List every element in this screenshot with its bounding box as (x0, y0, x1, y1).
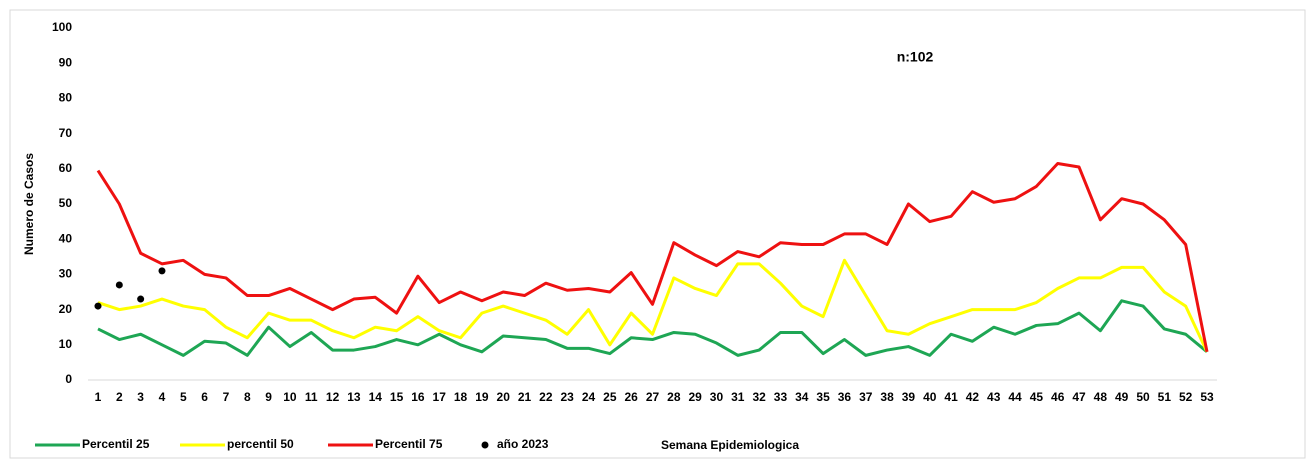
x-tick-label: 31 (731, 390, 745, 404)
x-tick-label: 10 (283, 390, 297, 404)
x-tick-label: 19 (475, 390, 489, 404)
x-tick-label: 50 (1136, 390, 1150, 404)
x-tick-label: 53 (1200, 390, 1214, 404)
x-tick-label: 15 (390, 390, 404, 404)
y-tick-label: 90 (59, 55, 73, 69)
x-tick-label: 47 (1072, 390, 1086, 404)
y-axis-title: Numero de Casos (22, 153, 36, 255)
x-tick-label: 51 (1158, 390, 1172, 404)
annotation: n:102 (897, 49, 934, 65)
x-tick-label: 33 (774, 390, 788, 404)
legend-marker (481, 441, 489, 449)
x-tick-label: 52 (1179, 390, 1193, 404)
x-tick-label: 49 (1115, 390, 1129, 404)
data-point (137, 295, 145, 303)
x-tick-label: 13 (347, 390, 361, 404)
series-line (97, 299, 1208, 357)
x-tick-label: 41 (944, 390, 958, 404)
data-point (94, 302, 102, 310)
x-tick-label: 12 (326, 390, 340, 404)
x-tick-label: 4 (159, 390, 166, 404)
data-point (115, 281, 123, 289)
x-tick-label: 20 (497, 390, 511, 404)
legend-label: percentil 50 (227, 437, 294, 451)
y-tick-label: 80 (59, 91, 73, 105)
y-tick-label: 100 (52, 20, 72, 34)
x-tick-label: 16 (411, 390, 425, 404)
x-tick-label: 22 (539, 390, 553, 404)
x-tick-label: 1 (95, 390, 102, 404)
x-tick-label: 46 (1051, 390, 1065, 404)
x-tick-label: 48 (1094, 390, 1108, 404)
x-tick-label: 2 (116, 390, 123, 404)
data-point (158, 267, 166, 275)
x-tick-label: 37 (859, 390, 873, 404)
x-tick-label: 27 (646, 390, 660, 404)
x-tick-label: 24 (582, 390, 596, 404)
x-tick-label: 7 (223, 390, 230, 404)
x-tick-label: 25 (603, 390, 617, 404)
x-tick-label: 42 (966, 390, 980, 404)
legend-label: año 2023 (497, 437, 549, 451)
x-tick-label: 9 (265, 390, 272, 404)
x-tick-label: 23 (561, 390, 575, 404)
x-tick-label: 18 (454, 390, 468, 404)
y-tick-label: 30 (59, 267, 73, 281)
series-line (96, 162, 1209, 353)
y-tick-label: 10 (59, 337, 73, 351)
x-tick-label: 40 (923, 390, 937, 404)
x-tick-label: 26 (624, 390, 638, 404)
x-tick-label: 28 (667, 390, 681, 404)
x-tick-label: 39 (902, 390, 916, 404)
x-tick-label: 21 (518, 390, 532, 404)
x-tick-label: 32 (752, 390, 766, 404)
x-tick-label: 36 (838, 390, 852, 404)
x-tick-label: 3 (137, 390, 144, 404)
x-tick-label: 44 (1008, 390, 1022, 404)
x-tick-label: 34 (795, 390, 809, 404)
x-tick-label: 30 (710, 390, 724, 404)
x-tick-label: 45 (1030, 390, 1044, 404)
x-tick-label: 14 (369, 390, 383, 404)
chart-border (9, 9, 1306, 459)
y-tick-label: 20 (59, 302, 73, 316)
x-axis-title: Semana Epidemiologica (661, 438, 799, 452)
x-tick-label: 8 (244, 390, 251, 404)
y-tick-label: 40 (59, 231, 73, 245)
series-line (97, 258, 1209, 353)
x-tick-label: 43 (987, 390, 1001, 404)
x-tick-label: 6 (201, 390, 208, 404)
x-tick-label: 29 (688, 390, 702, 404)
y-tick-label: 70 (59, 126, 73, 140)
y-tick-label: 0 (65, 372, 72, 386)
legend-label: Percentil 25 (82, 437, 150, 451)
x-tick-label: 38 (880, 390, 894, 404)
y-tick-label: 50 (59, 196, 73, 210)
x-tick-label: 11 (305, 390, 318, 404)
x-tick-label: 5 (180, 390, 187, 404)
x-tick-label: 35 (816, 390, 830, 404)
legend-label: Percentil 75 (375, 437, 443, 451)
y-tick-label: 60 (59, 161, 73, 175)
x-tick-label: 17 (433, 390, 447, 404)
